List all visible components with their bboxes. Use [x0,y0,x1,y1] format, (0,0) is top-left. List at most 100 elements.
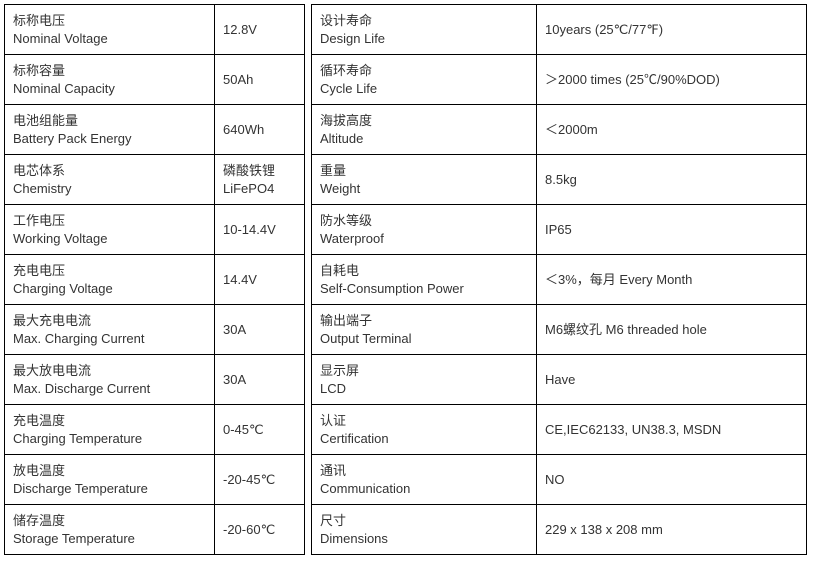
spec-label-cn: 放电温度 [13,462,206,480]
spec-label-cn: 电芯体系 [13,162,206,180]
spec-label-cn: 显示屏 [320,362,528,380]
spec-label-cn: 设计寿命 [320,12,528,30]
spec-label-cn: 标称容量 [13,62,206,80]
table-row: 储存温度Storage Temperature-20-60℃ [5,505,305,555]
table-row: 海拔高度Altitude＜2000m [312,105,807,155]
spec-label: 电池组能量Battery Pack Energy [5,105,215,155]
spec-label-cn: 最大充电电流 [13,312,206,330]
spec-table-right: 设计寿命Design Life10years (25℃/77℉)循环寿命Cycl… [311,4,807,555]
spec-label-en: Discharge Temperature [13,480,206,498]
spec-value: -20-60℃ [215,505,305,555]
table-row: 重量Weight8.5kg [312,155,807,205]
spec-label-cn: 输出端子 [320,312,528,330]
spec-value: M6螺纹孔 M6 threaded hole [537,305,807,355]
spec-value: 0-45℃ [215,405,305,455]
table-row: 放电温度Discharge Temperature-20-45℃ [5,455,305,505]
spec-label-cn: 尺寸 [320,512,528,530]
spec-value-en: LiFePO4 [223,180,296,198]
spec-label: 重量Weight [312,155,537,205]
spec-value: 10years (25℃/77℉) [537,5,807,55]
spec-label-en: Certification [320,430,528,448]
spec-value: NO [537,455,807,505]
table-row: 尺寸Dimensions229 x 138 x 208 mm [312,505,807,555]
spec-label: 放电温度Discharge Temperature [5,455,215,505]
table-row: 最大充电电流Max. Charging Current30A [5,305,305,355]
spec-label-cn: 充电温度 [13,412,206,430]
spec-label-en: Output Terminal [320,330,528,348]
spec-value: CE,IEC62133, UN38.3, MSDN [537,405,807,455]
spec-label: 最大放电电流Max. Discharge Current [5,355,215,405]
spec-label: 设计寿命Design Life [312,5,537,55]
spec-value-cn: 磷酸铁锂 [223,162,296,180]
spec-value: 30A [215,355,305,405]
spec-label: 标称容量Nominal Capacity [5,55,215,105]
table-row: 电池组能量Battery Pack Energy640Wh [5,105,305,155]
spec-label-en: Communication [320,480,528,498]
spec-value: 12.8V [215,5,305,55]
spec-label-en: Cycle Life [320,80,528,98]
spec-value: 10-14.4V [215,205,305,255]
spec-value: 229 x 138 x 208 mm [537,505,807,555]
table-row: 防水等级WaterproofIP65 [312,205,807,255]
spec-label-en: LCD [320,380,528,398]
spec-label-cn: 防水等级 [320,212,528,230]
spec-value: 8.5kg [537,155,807,205]
spec-tables-container: 标称电压Nominal Voltage12.8V标称容量Nominal Capa… [4,4,809,555]
table-row: 显示屏LCDHave [312,355,807,405]
spec-label-en: Nominal Capacity [13,80,206,98]
spec-label: 标称电压Nominal Voltage [5,5,215,55]
spec-value: ＜2000m [537,105,807,155]
spec-label-en: Altitude [320,130,528,148]
table-row: 认证Certification CE,IEC62133, UN38.3, MSDN [312,405,807,455]
spec-label-en: Self-Consumption Power [320,280,528,298]
spec-label: 电芯体系Chemistry [5,155,215,205]
spec-label-en: Design Life [320,30,528,48]
spec-value: 14.4V [215,255,305,305]
table-row: 最大放电电流Max. Discharge Current30A [5,355,305,405]
spec-label: 循环寿命Cycle Life [312,55,537,105]
spec-label: 自耗电Self-Consumption Power [312,255,537,305]
table-row: 工作电压Working Voltage10-14.4V [5,205,305,255]
spec-label-cn: 自耗电 [320,262,528,280]
spec-label-en: Max. Charging Current [13,330,206,348]
spec-label: 海拔高度Altitude [312,105,537,155]
spec-label-en: Working Voltage [13,230,206,248]
spec-label: 最大充电电流Max. Charging Current [5,305,215,355]
spec-label-cn: 电池组能量 [13,112,206,130]
spec-value: 640Wh [215,105,305,155]
table-row: 标称容量Nominal Capacity50Ah [5,55,305,105]
table-row: 循环寿命Cycle Life＞2000 times (25℃/90%DOD) [312,55,807,105]
spec-label: 尺寸Dimensions [312,505,537,555]
spec-label: 通讯Communication [312,455,537,505]
spec-value: 磷酸铁锂LiFePO4 [215,155,305,205]
table-row: 充电电压Charging Voltage14.4V [5,255,305,305]
spec-label: 防水等级Waterproof [312,205,537,255]
table-row: 自耗电Self-Consumption Power＜3%，每月 Every Mo… [312,255,807,305]
spec-label-en: Chemistry [13,180,206,198]
spec-label-en: Battery Pack Energy [13,130,206,148]
table-row: 标称电压Nominal Voltage12.8V [5,5,305,55]
spec-value: -20-45℃ [215,455,305,505]
spec-label-en: Nominal Voltage [13,30,206,48]
spec-value: 50Ah [215,55,305,105]
spec-label-cn: 充电电压 [13,262,206,280]
spec-label-en: Charging Voltage [13,280,206,298]
spec-label-en: Dimensions [320,530,528,548]
spec-label-en: Waterproof [320,230,528,248]
spec-label: 输出端子Output Terminal [312,305,537,355]
table-row: 电芯体系Chemistry磷酸铁锂LiFePO4 [5,155,305,205]
spec-label-cn: 工作电压 [13,212,206,230]
table-row: 通讯CommunicationNO [312,455,807,505]
spec-label-cn: 重量 [320,162,528,180]
table-row: 充电温度Charging Temperature 0-45℃ [5,405,305,455]
spec-label-en: Storage Temperature [13,530,206,548]
spec-label: 充电电压Charging Voltage [5,255,215,305]
spec-label-cn: 通讯 [320,462,528,480]
spec-label-en: Max. Discharge Current [13,380,206,398]
spec-label-en: Charging Temperature [13,430,206,448]
spec-label: 储存温度Storage Temperature [5,505,215,555]
spec-label: 工作电压Working Voltage [5,205,215,255]
spec-label-cn: 储存温度 [13,512,206,530]
spec-value: IP65 [537,205,807,255]
spec-label-cn: 认证 [320,412,528,430]
